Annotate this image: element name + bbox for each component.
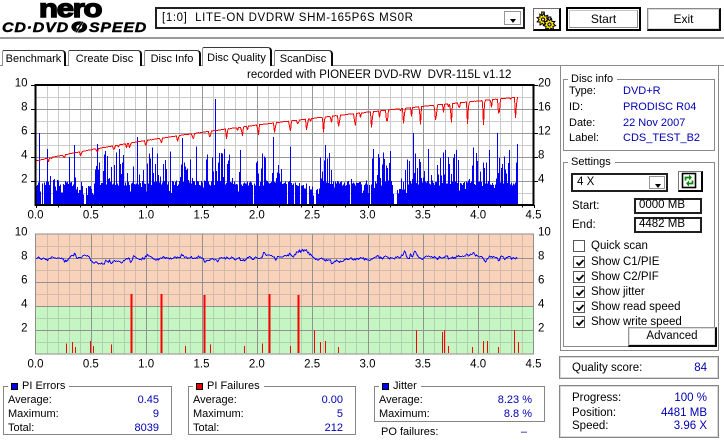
- svg-text:6: 6: [538, 275, 544, 287]
- svg-text:0.0: 0.0: [28, 210, 44, 222]
- svg-text:2.0: 2.0: [249, 359, 265, 371]
- svg-text:1.5: 1.5: [194, 359, 210, 371]
- svg-text:2: 2: [21, 174, 27, 186]
- svg-text:10: 10: [15, 227, 28, 239]
- svg-text:6: 6: [21, 126, 27, 138]
- svg-text:1.5: 1.5: [194, 210, 210, 222]
- svg-text:4: 4: [538, 299, 545, 311]
- svg-text:2: 2: [21, 323, 27, 335]
- svg-text:8: 8: [538, 150, 544, 162]
- svg-text:8: 8: [21, 102, 27, 114]
- svg-text:0.0: 0.0: [28, 359, 44, 371]
- svg-text:4.5: 4.5: [526, 359, 542, 371]
- svg-text:2: 2: [538, 323, 544, 335]
- svg-text:4: 4: [21, 150, 28, 162]
- svg-text:10: 10: [538, 227, 551, 239]
- svg-text:0.5: 0.5: [83, 359, 99, 371]
- svg-text:2.5: 2.5: [304, 210, 320, 222]
- svg-text:4: 4: [538, 174, 545, 186]
- svg-text:2.0: 2.0: [249, 210, 265, 222]
- svg-text:3.5: 3.5: [415, 359, 431, 371]
- svg-text:4.0: 4.0: [470, 359, 486, 371]
- svg-text:1.0: 1.0: [138, 210, 154, 222]
- svg-text:20: 20: [538, 78, 551, 90]
- svg-text:3.0: 3.0: [360, 210, 376, 222]
- svg-text:8: 8: [538, 251, 544, 263]
- svg-text:6: 6: [21, 275, 27, 287]
- svg-text:16: 16: [538, 102, 551, 114]
- svg-text:12: 12: [538, 126, 551, 138]
- svg-text:8: 8: [21, 251, 27, 263]
- svg-text:3.5: 3.5: [415, 210, 431, 222]
- svg-text:2.5: 2.5: [304, 359, 320, 371]
- svg-text:4.5: 4.5: [526, 210, 542, 222]
- svg-text:4.0: 4.0: [470, 210, 486, 222]
- svg-text:3.0: 3.0: [360, 359, 376, 371]
- svg-text:4: 4: [21, 299, 28, 311]
- svg-text:0.5: 0.5: [83, 210, 99, 222]
- svg-text:10: 10: [15, 78, 28, 90]
- svg-text:1.0: 1.0: [138, 359, 154, 371]
